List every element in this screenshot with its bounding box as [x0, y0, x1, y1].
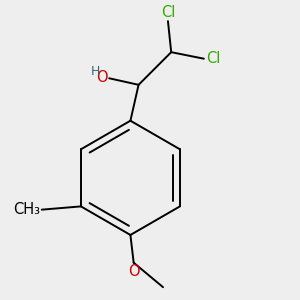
Text: H: H [91, 64, 100, 78]
Text: Cl: Cl [206, 51, 221, 66]
Text: Cl: Cl [161, 4, 175, 20]
Text: O: O [128, 264, 140, 279]
Text: CH₃: CH₃ [13, 202, 40, 217]
Text: O: O [96, 70, 108, 85]
